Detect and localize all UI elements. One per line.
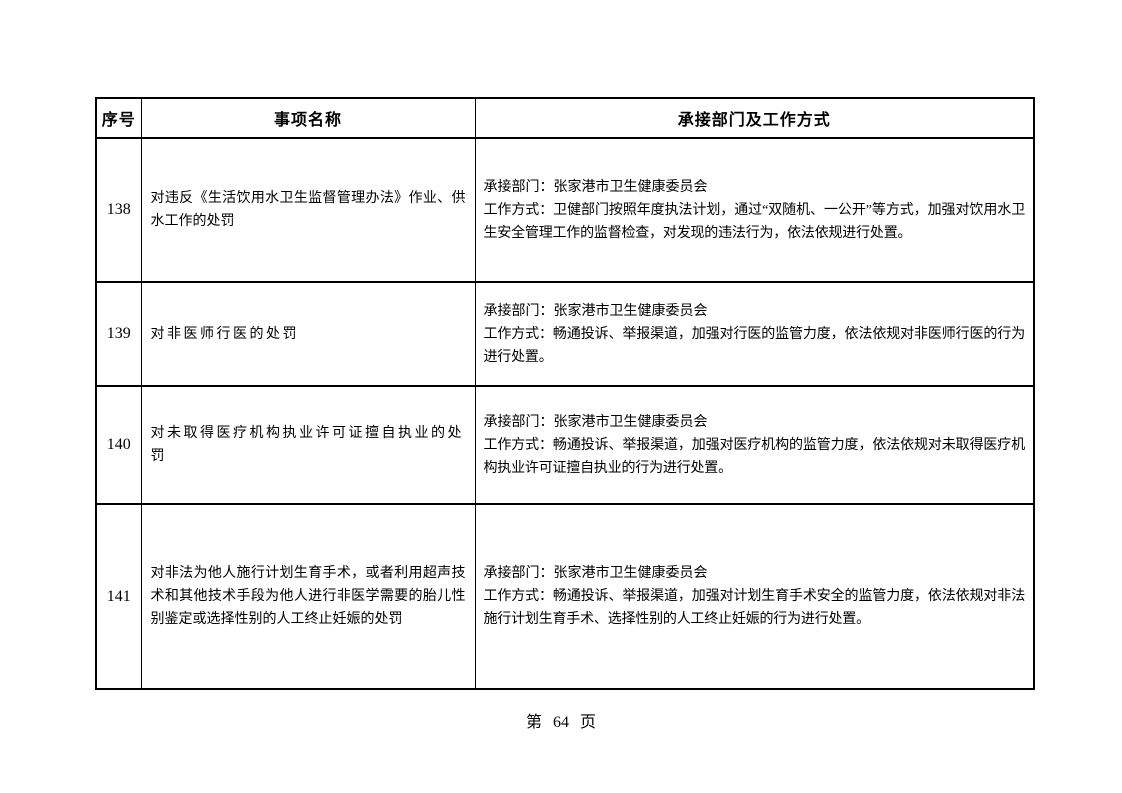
dept-line: 承接部门：张家港市卫生健康委员会 [483,179,708,195]
item-name: 对非医师行医的处罚 [140,281,476,387]
method-line: 工作方式：畅通投诉、举报渠道，加强对医疗机构的监管力度，依法依规对未取得医疗机构… [483,437,1026,476]
dept-method-cell: 承接部门：张家港市卫生健康委员会 工作方式：畅通投诉、举报渠道，加强对计划生育手… [474,503,1035,690]
table-header-row: 序号 事项名称 承接部门及工作方式 [95,97,1035,139]
dept-method-cell: 承接部门：张家港市卫生健康委员会 工作方式：卫健部门按照年度执法计划，通过“双随… [474,137,1035,283]
page-number: 第 64 页 [525,714,596,731]
col-header-no: 序号 [95,97,142,139]
row-number: 141 [95,503,142,690]
dept-line: 承接部门：张家港市卫生健康委员会 [483,414,708,430]
dept-method-cell: 承接部门：张家港市卫生健康委员会 工作方式：畅通投诉、举报渠道，加强对医疗机构的… [474,385,1035,505]
table-row: 140 对未取得医疗机构执业许可证擅自执业的处罚 承接部门：张家港市卫生健康委员… [95,385,1035,505]
method-line: 工作方式：畅通投诉、举报渠道，加强对行医的监管力度，依法依规对非医师行医的行为进… [483,326,1026,365]
method-line: 工作方式：畅通投诉、举报渠道，加强对计划生育手术安全的监管力度，依法依规对非法施… [483,589,1026,627]
table-row: 139 对非医师行医的处罚 承接部门：张家港市卫生健康委员会 工作方式：畅通投诉… [95,281,1035,387]
dept-method-cell: 承接部门：张家港市卫生健康委员会 工作方式：畅通投诉、举报渠道，加强对行医的监管… [474,281,1035,387]
method-line: 工作方式：卫健部门按照年度执法计划，通过“双随机、一公开”等方式，加强对饮用水卫… [483,202,1026,241]
item-name: 对非法为他人施行计划生育手术，或者利用超声技术和其他技术手段为他人进行非医学需要… [140,503,476,690]
row-number: 139 [95,281,142,387]
dept-line: 承接部门：张家港市卫生健康委员会 [483,566,708,581]
table-row: 138 对违反《生活饮用水卫生监督管理办法》作业、供水工作的处罚 承接部门：张家… [95,137,1035,283]
dept-method-block: 承接部门：张家港市卫生健康委员会 工作方式：畅通投诉、举报渠道，加强对行医的监管… [484,300,1026,369]
dept-method-block: 承接部门：张家港市卫生健康委员会 工作方式：畅通投诉、举报渠道，加强对医疗机构的… [484,411,1026,480]
col-header-item-name: 事项名称 [140,97,476,139]
dept-method-block: 承接部门：张家港市卫生健康委员会 工作方式：畅通投诉、举报渠道，加强对计划生育手… [484,562,1026,631]
row-number: 140 [95,385,142,505]
dept-line: 承接部门：张家港市卫生健康委员会 [483,303,708,319]
items-table: 序号 事项名称 承接部门及工作方式 138 对违反《生活饮用水卫生监督管理办法》… [95,97,1035,690]
item-name: 对违反《生活饮用水卫生监督管理办法》作业、供水工作的处罚 [140,137,476,283]
table-row: 141 对非法为他人施行计划生育手术，或者利用超声技术和其他技术手段为他人进行非… [95,503,1035,690]
item-name: 对未取得医疗机构执业许可证擅自执业的处罚 [140,385,476,505]
dept-method-block: 承接部门：张家港市卫生健康委员会 工作方式：卫健部门按照年度执法计划，通过“双随… [484,176,1026,245]
col-header-dept-method: 承接部门及工作方式 [474,97,1035,139]
row-number: 138 [95,137,142,283]
